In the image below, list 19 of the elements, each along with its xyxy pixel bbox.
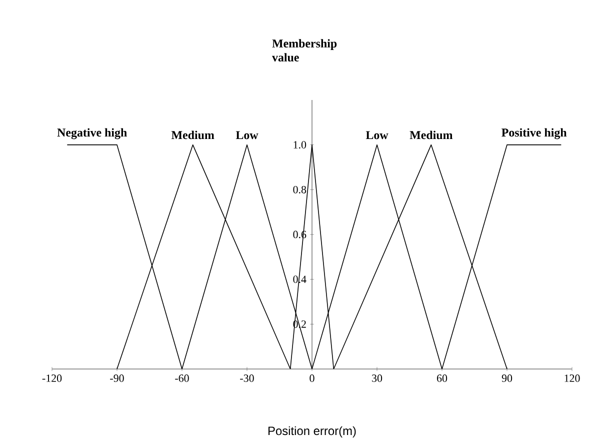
x-tick-label: 90 (502, 374, 512, 382)
x-tick-label: 60 (436, 374, 448, 382)
series-label: Medium (171, 130, 214, 140)
x-tick-label: -30 (240, 374, 254, 382)
x-tick-label: 30 (372, 374, 382, 382)
x-tick-label: -60 (175, 374, 189, 382)
x-tick-label: -90 (110, 374, 124, 382)
series-label: Positive high (502, 128, 567, 140)
series-label: Low (366, 131, 388, 140)
series-label: Medium (410, 130, 453, 140)
y-axis-title: Membership value (272, 39, 337, 62)
series-label: Negative high (57, 128, 127, 140)
y-tick-label: 1.0 (294, 141, 306, 149)
y-tick-label: 0.8 (293, 186, 306, 194)
x-axis-title: Position error(m) (268, 426, 356, 438)
x-tick-label: 120 (564, 374, 580, 382)
x-tick-label: 0 (310, 374, 314, 382)
x-tick-label: -120 (42, 374, 62, 382)
series-label: Low (236, 131, 258, 140)
